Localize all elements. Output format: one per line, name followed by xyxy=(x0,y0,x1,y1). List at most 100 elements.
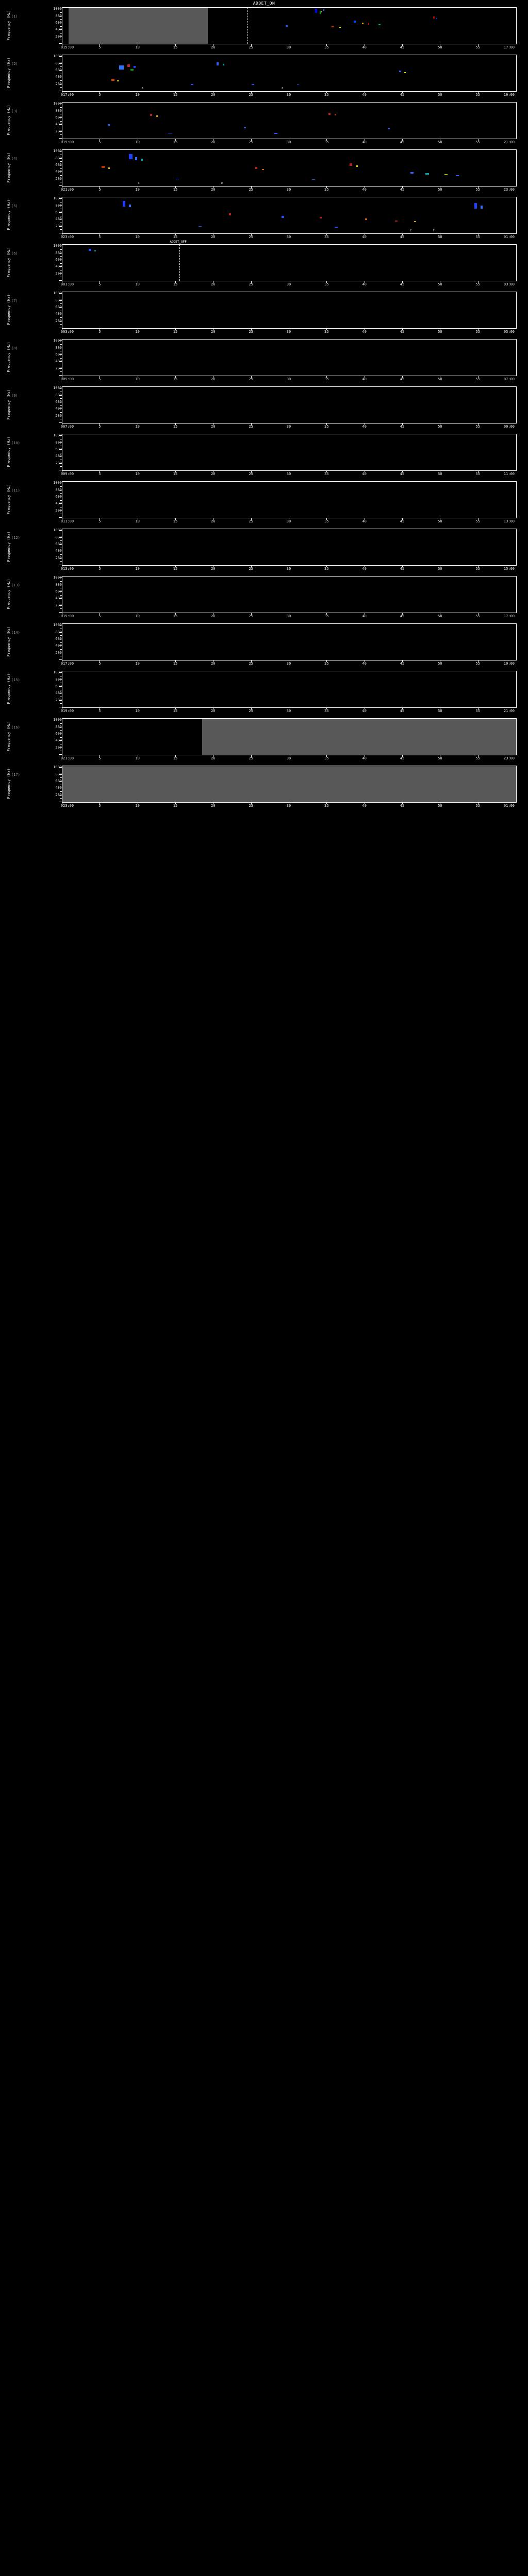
detection-track xyxy=(312,179,315,180)
plot-area[interactable] xyxy=(62,339,517,376)
x-tick-label: 35 xyxy=(324,519,329,523)
plot-area[interactable] xyxy=(62,481,517,518)
x-tick-mark xyxy=(175,44,176,46)
y-tick-mark-minor xyxy=(60,635,62,636)
y-tick-label: 800 xyxy=(55,677,62,682)
detection-track xyxy=(285,25,288,27)
plot-area[interactable] xyxy=(62,766,517,803)
x-tick-label: 55 xyxy=(475,804,480,808)
y-tick-mark xyxy=(59,293,62,294)
x-tick-label: 40 xyxy=(362,425,367,429)
detection-track xyxy=(335,114,336,116)
y-tick-label: 400 xyxy=(55,596,62,601)
panel-start-time: 09:00 xyxy=(63,472,74,476)
panel-index-label: (8) xyxy=(11,346,18,350)
x-tick-label: 15 xyxy=(173,709,178,713)
detection-track xyxy=(368,23,370,25)
x-tick-label: 40 xyxy=(362,614,367,618)
x-tick-mark xyxy=(402,518,403,520)
x-tick-label: 55 xyxy=(475,140,480,144)
x-tick-label: 0 xyxy=(60,93,63,97)
x-tick-label: 40 xyxy=(362,377,367,381)
panel-start-time: 19:00 xyxy=(63,709,74,713)
y-tick-mark xyxy=(59,612,62,613)
detection-track xyxy=(108,167,110,169)
detection-track xyxy=(425,173,430,175)
plot-area[interactable] xyxy=(62,434,517,471)
plot-area[interactable] xyxy=(62,623,517,660)
x-tick-mark xyxy=(326,755,327,757)
x-tick-label: 15 xyxy=(173,93,178,97)
y-tick-mark-minor xyxy=(60,595,62,596)
y-tick-mark-minor xyxy=(60,466,62,467)
x-tick-label: 20 xyxy=(211,140,216,144)
y-tick-label: 1000 xyxy=(53,291,62,296)
x-tick-label: 40 xyxy=(362,709,367,713)
y-tick-label: 200 xyxy=(55,745,62,750)
y-tick-label: 200 xyxy=(55,792,62,797)
x-tick-mark xyxy=(402,423,403,425)
y-tick-label: 800 xyxy=(55,250,62,255)
x-tick-mark xyxy=(251,755,252,757)
y-tick-label: 1000 xyxy=(53,54,62,59)
x-tick-label: 45 xyxy=(400,756,405,760)
x-tick-label: 15 xyxy=(173,45,178,49)
x-tick-mark xyxy=(251,660,252,662)
y-tick-label: 1000 xyxy=(53,528,62,533)
x-tick-label: 25 xyxy=(249,330,253,334)
x-tick-label: 15 xyxy=(173,567,178,571)
x-tick-label: 45 xyxy=(400,377,405,381)
y-tick-label: 600 xyxy=(55,779,62,783)
y-tick-mark-minor xyxy=(60,493,62,494)
panel-end-time: 01:00 xyxy=(503,235,515,239)
x-tick-mark xyxy=(326,281,327,283)
panel-index-label: (6) xyxy=(11,251,18,256)
plot-area[interactable] xyxy=(62,576,517,613)
x-tick-label: 10 xyxy=(135,45,140,49)
x-tick-mark xyxy=(175,281,176,283)
plot-area[interactable] xyxy=(62,7,517,44)
panel-end-time: 21:00 xyxy=(503,709,515,713)
plot-area[interactable] xyxy=(62,292,517,329)
x-tick-label: 55 xyxy=(475,709,480,713)
y-tick-mark-minor xyxy=(60,317,62,318)
x-tick-label: 10 xyxy=(135,235,140,239)
plot-area[interactable] xyxy=(62,386,517,423)
x-tick-label: 0 xyxy=(60,519,63,523)
plot-area[interactable] xyxy=(62,244,517,281)
x-tick-label: 55 xyxy=(475,614,480,618)
y-tick-mark-minor xyxy=(60,561,62,562)
y-tick-label: 400 xyxy=(55,738,62,743)
x-tick-label: 5 xyxy=(98,567,101,571)
panel-end-time: 17:00 xyxy=(503,614,515,618)
plot-area[interactable] xyxy=(62,529,517,566)
plot-area[interactable] xyxy=(62,102,517,139)
panel-start-time: 21:00 xyxy=(63,188,74,192)
x-tick-label: 20 xyxy=(211,282,216,286)
detection-track xyxy=(410,172,414,174)
plot-area[interactable] xyxy=(62,718,517,755)
y-tick-mark-minor xyxy=(60,168,62,169)
detection-track xyxy=(262,168,264,171)
y-tick-label: 800 xyxy=(55,724,62,729)
y-tick-mark xyxy=(59,530,62,531)
x-tick-label: 25 xyxy=(249,709,253,713)
x-tick-label: 30 xyxy=(286,377,291,381)
detection-track xyxy=(111,79,115,81)
x-tick-label: 35 xyxy=(324,567,329,571)
y-tick-label: 200 xyxy=(55,81,62,86)
x-tick-label: 35 xyxy=(324,282,329,286)
y-tick-mark xyxy=(59,138,62,139)
x-tick-label: 10 xyxy=(135,425,140,429)
x-tick-label: 5 xyxy=(98,235,101,239)
panel-index-label: (15) xyxy=(11,678,20,682)
x-tick-label: 0 xyxy=(60,188,63,192)
y-tick-label: 400 xyxy=(55,264,62,269)
plot-area[interactable] xyxy=(62,671,517,708)
x-tick-label: 10 xyxy=(135,140,140,144)
x-tick-label: 30 xyxy=(286,235,291,239)
x-tick-label: 5 xyxy=(98,188,101,192)
